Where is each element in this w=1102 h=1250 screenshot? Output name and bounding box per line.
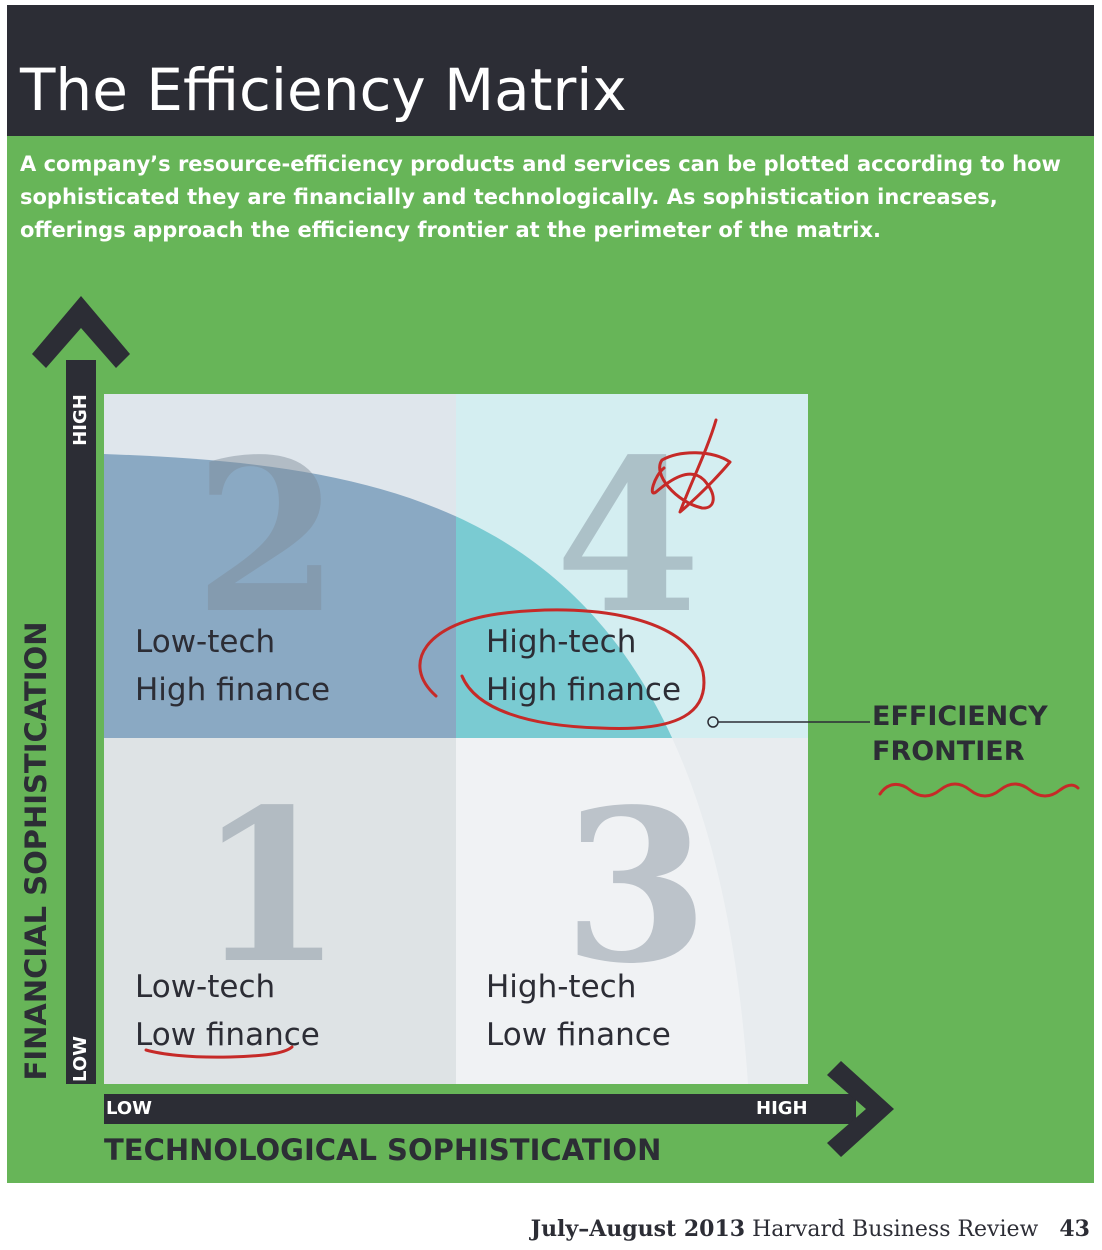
y-axis-title: FINANCIAL SOPHISTICATION: [19, 621, 53, 1081]
quadrant-4-tech: High-tech: [486, 624, 637, 660]
quadrant-2-tech: Low-tech: [135, 624, 276, 660]
y-axis-bar: [66, 360, 96, 1084]
x-axis-bar: [104, 1094, 856, 1124]
y-axis-arrowhead: [32, 296, 130, 368]
quadrant-2-finance: High finance: [135, 672, 331, 708]
page-number: 43: [1059, 1216, 1090, 1242]
x-axis-low-label: LOW: [106, 1098, 152, 1119]
y-axis-high-label: HIGH: [70, 394, 91, 446]
quadrant-1-background: [104, 738, 456, 1084]
intro-text: A company’s resource-efficiency products…: [20, 152, 1061, 242]
quadrant-3-number: 3: [563, 763, 709, 1010]
publication-name: Harvard Business Review: [752, 1217, 1039, 1242]
quadrant-1-tech: Low-tech: [135, 969, 276, 1005]
quadrant-3-label: High-tech Low finance: [486, 963, 671, 1059]
quadrant-3-background: [456, 738, 808, 1084]
quadrant-2-label: Low-tech High finance: [135, 618, 330, 714]
efficiency-frontier-label: EFFICIENCY FRONTIER: [872, 699, 1048, 769]
frontier-label-line1: EFFICIENCY: [872, 701, 1048, 732]
annotation-circle-high-high: [418, 608, 706, 730]
quadrant-3-tech: High-tech: [486, 969, 637, 1005]
quadrant-1-finance: Low finance: [135, 1017, 320, 1053]
page-footer: July–August 2013 Harvard Business Review…: [0, 1212, 1090, 1247]
quadrant-1-label: Low-tech Low finance: [135, 963, 320, 1059]
quadrant-4-finance: High finance: [486, 672, 682, 708]
annotation-squiggle-frontier: [878, 782, 1080, 798]
annotation-star-mark: [650, 418, 732, 514]
x-axis-arrowhead: [827, 1061, 894, 1157]
title-bar: [7, 5, 1094, 136]
efficiency-frontier-area-low-tech: [104, 454, 456, 738]
x-axis-high-label: HIGH: [756, 1098, 808, 1119]
y-axis-low-label: LOW: [70, 1036, 91, 1082]
page-title: The Efficiency Matrix: [20, 56, 627, 124]
issue-date: July–August 2013: [530, 1216, 746, 1242]
frontier-point: [707, 716, 719, 728]
frontier-label-line2: FRONTIER: [872, 736, 1025, 767]
quadrant-2-number: 2: [194, 413, 340, 660]
quadrant-4-label: High-tech High finance: [486, 618, 681, 714]
efficiency-frontier-area-high-tech: [456, 516, 673, 738]
annotation-underline-low-finance: [144, 1045, 294, 1059]
quadrant-1-number: 1: [197, 763, 343, 1010]
quadrant-3-finance: Low finance: [486, 1017, 671, 1053]
x-axis-title: TECHNOLOGICAL SOPHISTICATION: [104, 1133, 662, 1167]
